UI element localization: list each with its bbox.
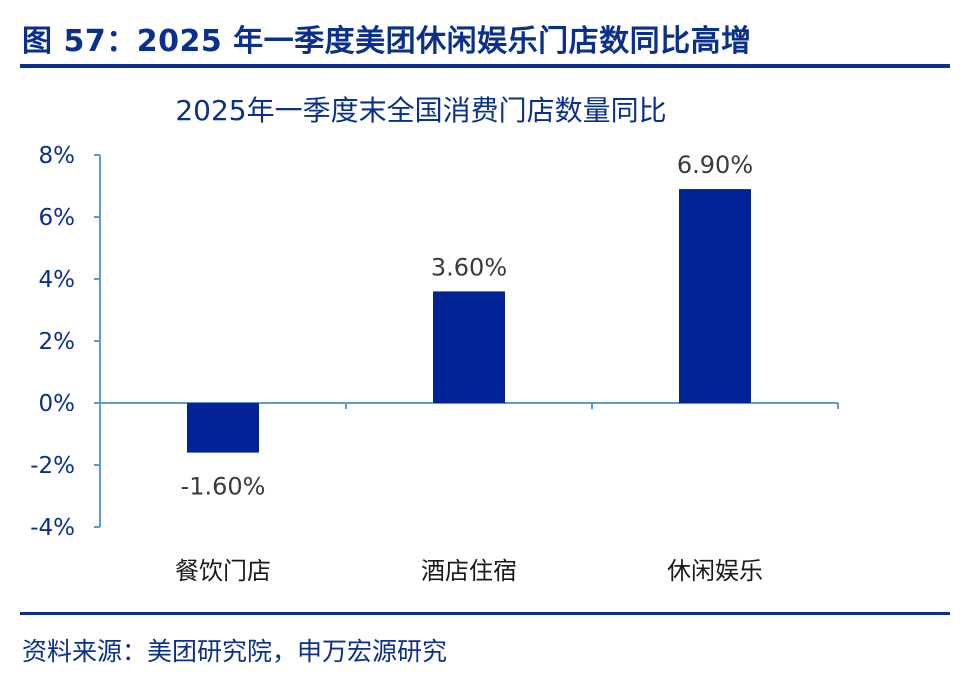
y-tick-label: 0% bbox=[39, 391, 76, 417]
data-label: 3.60% bbox=[431, 253, 507, 281]
bar-2 bbox=[433, 291, 505, 403]
data-label: -1.60% bbox=[181, 473, 266, 501]
source-note: 资料来源：美团研究院，申万宏源研究 bbox=[22, 637, 448, 666]
category-label: 酒店住宿 bbox=[421, 557, 517, 585]
bar-3 bbox=[679, 189, 751, 403]
data-label: 6.90% bbox=[677, 151, 753, 179]
source-divider bbox=[20, 612, 950, 615]
y-tick-label: 8% bbox=[39, 143, 76, 169]
y-tick-label: -2% bbox=[30, 453, 75, 479]
bar-chart: 2025年一季度末全国消费门店数量同比 8% 6% 4% 2% 0% -2% -4% -1.6… bbox=[30, 94, 839, 585]
plot-area: 8% 6% 4% 2% 0% -2% -4% -1.60% 餐饮门店 3.60% 酒店住宿 6.90%… bbox=[30, 143, 839, 585]
title-underline bbox=[20, 64, 950, 68]
chart-title: 2025年一季度末全国消费门店数量同比 bbox=[175, 94, 666, 127]
figure-title: 图 57：2025 年一季度美团休闲娱乐门店数同比高增 bbox=[22, 24, 752, 59]
bar-1 bbox=[187, 403, 259, 453]
y-tick-label: 6% bbox=[39, 205, 76, 231]
category-label: 餐饮门店 bbox=[175, 557, 271, 585]
y-tick-label: -4% bbox=[30, 515, 75, 541]
y-tick-label: 2% bbox=[39, 329, 76, 355]
y-tick-label: 4% bbox=[39, 267, 76, 293]
category-label: 休闲娱乐 bbox=[667, 557, 763, 585]
